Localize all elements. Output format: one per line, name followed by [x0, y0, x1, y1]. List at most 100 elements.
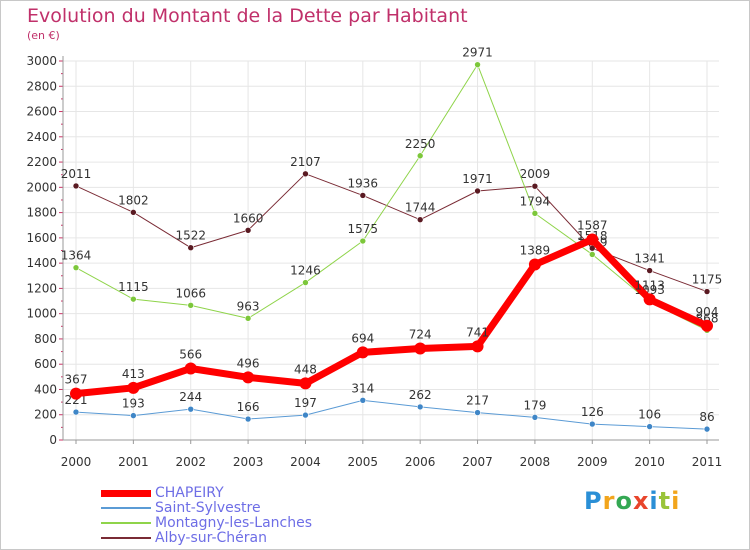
data-label-montagny-les-lanches: 963	[237, 299, 260, 313]
data-label-saint-sylvestre: 126	[581, 405, 604, 419]
y-tick-label: 1600	[26, 231, 57, 245]
data-label-alby-sur-ch-ran: 1971	[462, 172, 493, 186]
series-line-montagny-les-lanches	[75, 64, 708, 331]
x-tick-label: 2008	[520, 455, 551, 469]
data-label-saint-sylvestre: 314	[351, 381, 374, 395]
data-label-chapeiry: 694	[351, 331, 374, 345]
data-label-alby-sur-ch-ran: 1936	[348, 176, 379, 190]
data-point-saint-sylvestre	[130, 412, 137, 419]
data-point-saint-sylvestre	[416, 403, 424, 411]
x-tick-label: 2003	[233, 455, 264, 469]
legend-label-chapeiry: CHAPEIRY	[155, 485, 224, 501]
data-label-saint-sylvestre: 262	[409, 388, 432, 402]
data-label-saint-sylvestre: 179	[523, 398, 546, 412]
y-tick-label: 1400	[26, 256, 57, 270]
data-point-saint-sylvestre	[302, 411, 309, 419]
data-label-alby-sur-ch-ran: 1175	[692, 273, 723, 287]
x-tick-label: 2000	[61, 455, 92, 469]
logo-letter: r	[602, 487, 616, 515]
data-point-saint-sylvestre	[187, 405, 195, 413]
data-label-chapeiry: 1587	[577, 219, 608, 233]
logo-letter: i	[671, 487, 681, 515]
chart-title: Evolution du Montant de la Dette par Hab…	[27, 5, 468, 27]
data-label-montagny-les-lanches: 2971	[462, 46, 493, 60]
logo-letter: t	[658, 487, 672, 515]
data-point-saint-sylvestre	[244, 415, 252, 423]
data-label-alby-sur-ch-ran: 1660	[233, 211, 264, 225]
data-point-saint-sylvestre	[359, 397, 367, 404]
data-label-alby-sur-ch-ran: 2011	[61, 167, 92, 181]
x-tick-label: 2002	[175, 455, 206, 469]
data-point-montagny-les-lanches	[72, 264, 80, 271]
data-point-montagny-les-lanches	[302, 279, 309, 286]
y-tick-label: 800	[34, 332, 57, 346]
data-point-montagny-les-lanches	[359, 237, 367, 245]
data-point-chapeiry	[127, 381, 140, 394]
data-label-chapeiry: 741	[466, 325, 489, 339]
x-tick-label: 2007	[462, 455, 493, 469]
legend-swatch-chapeiry	[101, 490, 151, 497]
x-tick-label: 2011	[692, 455, 723, 469]
y-tick-label: 2000	[26, 180, 57, 194]
data-point-montagny-les-lanches	[130, 295, 137, 303]
logo-letter: x	[632, 487, 650, 515]
proxiti-logo: Proxiti	[584, 487, 680, 515]
data-label-saint-sylvestre: 166	[237, 400, 260, 414]
data-point-montagny-les-lanches	[187, 302, 195, 309]
data-label-alby-sur-ch-ran: 1522	[175, 229, 206, 243]
y-tick-label: 200	[34, 408, 57, 422]
data-label-saint-sylvestre: 106	[638, 408, 661, 422]
x-tick-label: 2001	[118, 455, 149, 469]
data-point-chapeiry	[586, 233, 599, 246]
x-tick-label: 2006	[405, 455, 436, 469]
data-label-montagny-les-lanches: 1115	[118, 280, 149, 294]
y-tick-label: 400	[34, 382, 57, 396]
data-point-chapeiry	[643, 293, 656, 306]
y-tick-label: 1200	[26, 281, 57, 295]
x-tick-label: 2009	[577, 455, 608, 469]
data-label-alby-sur-ch-ran: 1802	[118, 193, 149, 207]
data-point-montagny-les-lanches	[416, 152, 424, 160]
data-label-montagny-les-lanches: 1575	[348, 222, 379, 236]
data-point-chapeiry	[299, 377, 312, 390]
y-tick-label: 0	[49, 433, 57, 447]
series-line-saint-sylvestre	[75, 399, 708, 430]
data-label-saint-sylvestre: 244	[179, 390, 202, 404]
x-tick-label: 2010	[634, 455, 665, 469]
data-label-chapeiry: 1389	[520, 244, 551, 258]
legend-swatch-saint-sylvestre	[101, 507, 151, 509]
data-label-montagny-les-lanches: 1066	[175, 286, 206, 300]
legend-label-alby: Alby-sur-Chéran	[155, 530, 267, 546]
y-tick-label: 2800	[26, 79, 57, 93]
data-label-saint-sylvestre: 197	[294, 396, 317, 410]
legend-swatch-montagny	[101, 522, 151, 524]
data-point-montagny-les-lanches	[588, 251, 596, 258]
data-label-chapeiry: 413	[122, 367, 145, 381]
data-label-alby-sur-ch-ran: 2009	[520, 167, 551, 181]
data-label-chapeiry: 367	[65, 373, 88, 387]
y-tick-label: 600	[34, 357, 57, 371]
data-label-saint-sylvestre: 86	[699, 410, 714, 424]
data-label-saint-sylvestre: 193	[122, 397, 145, 411]
data-label-alby-sur-ch-ran: 1744	[405, 201, 436, 215]
y-tick-label: 2200	[26, 155, 57, 169]
data-point-alby-sur-ch-ran	[416, 216, 424, 223]
x-tick-label: 2004	[290, 455, 321, 469]
data-label-chapeiry: 566	[179, 347, 202, 361]
data-point-alby-sur-ch-ran	[130, 209, 137, 216]
data-point-alby-sur-ch-ran	[72, 182, 80, 190]
data-label-chapeiry: 1113	[634, 278, 665, 292]
data-point-montagny-les-lanches	[244, 315, 252, 322]
data-label-montagny-les-lanches: 1794	[520, 194, 551, 208]
data-label-alby-sur-ch-ran: 1341	[634, 252, 665, 266]
data-label-alby-sur-ch-ran: 2107	[290, 155, 321, 169]
data-point-alby-sur-ch-ran	[187, 244, 195, 252]
legend-swatch-alby	[101, 537, 151, 539]
data-point-chapeiry	[242, 371, 255, 384]
data-point-saint-sylvestre	[588, 420, 596, 428]
data-label-chapeiry: 448	[294, 362, 317, 376]
data-label-montagny-les-lanches: 1246	[290, 264, 321, 278]
data-point-montagny-les-lanches	[474, 61, 481, 68]
